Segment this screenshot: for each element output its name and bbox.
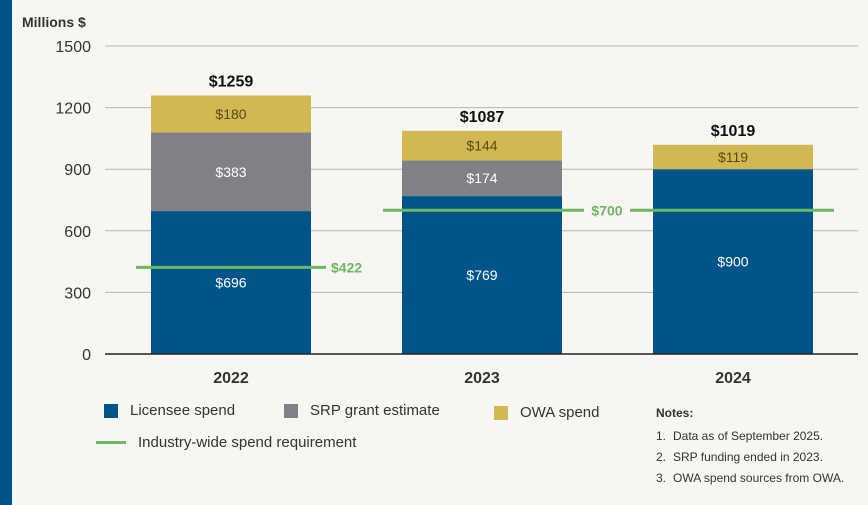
left-accent-bar bbox=[0, 0, 12, 505]
total-label-2023: $1087 bbox=[460, 109, 505, 126]
legend-swatch-requirement bbox=[96, 441, 126, 444]
legend-label-owa: OWA spend bbox=[520, 404, 600, 421]
note-3-number: 3. bbox=[656, 471, 667, 485]
y-tick-label-600: 600 bbox=[64, 224, 91, 241]
note-2: 2. SRP funding ended in 2023. bbox=[656, 450, 844, 464]
x-tick-label-2023: 2023 bbox=[464, 370, 500, 387]
requirement-lines: $422 $700 bbox=[136, 202, 834, 275]
bar-licensee-2022 bbox=[151, 211, 311, 354]
bar-owa-2024 bbox=[653, 144, 813, 170]
legend-label-licensee: Licensee spend bbox=[130, 402, 236, 419]
legend-label-requirement: Industry-wide spend requirement bbox=[138, 434, 357, 451]
note-2-text: SRP funding ended in 2023. bbox=[673, 450, 823, 464]
y-tick-label-1500: 1500 bbox=[55, 39, 91, 56]
data-label-owa-2022: $180 bbox=[215, 106, 246, 122]
bar-owa-2022 bbox=[151, 95, 311, 133]
y-tick-label-0: 0 bbox=[82, 347, 91, 364]
note-2-number: 2. bbox=[656, 450, 667, 464]
x-tick-labels: 2022 2023 2024 bbox=[213, 370, 751, 387]
notes: Notes: 1. Data as of September 2025. 2. SR… bbox=[656, 406, 844, 492]
y-tick-label-1200: 1200 bbox=[55, 101, 91, 118]
requirement-label-2023-2024: $700 bbox=[591, 202, 622, 218]
note-3: 3. OWA spend sources from OWA. bbox=[656, 471, 844, 485]
legend-label-srp: SRP grant estimate bbox=[310, 402, 440, 419]
data-label-licensee-2024: $900 bbox=[717, 254, 748, 270]
notes-title: Notes: bbox=[656, 406, 694, 420]
legend-item-srp: SRP grant estimate bbox=[284, 402, 440, 419]
data-label-srp-2022: $383 bbox=[215, 164, 246, 180]
legend-swatch-licensee bbox=[104, 403, 118, 418]
note-1: 1. Data as of September 2025. bbox=[656, 429, 844, 443]
legend-item-licensee: Licensee spend bbox=[104, 402, 235, 419]
note-1-number: 1. bbox=[656, 429, 667, 443]
data-label-licensee-2022: $696 bbox=[215, 275, 246, 291]
requirement-label-2022: $422 bbox=[331, 259, 362, 275]
bar-srp-2022 bbox=[151, 132, 311, 212]
legend-item-requirement: Industry-wide spend requirement bbox=[96, 434, 356, 451]
bar-licensee-2024 bbox=[653, 169, 813, 354]
y-tick-label-300: 300 bbox=[64, 285, 91, 302]
data-label-owa-2024: $119 bbox=[718, 149, 748, 165]
legend-swatch-srp bbox=[284, 403, 298, 418]
data-label-licensee-2023: $769 bbox=[466, 267, 497, 283]
bar-owa-2023 bbox=[402, 130, 562, 161]
note-3-text: OWA spend sources from OWA. bbox=[673, 471, 845, 485]
bars: $696 $383 $180 $1259 $769 $174 $144 $1087 $900 $1… bbox=[151, 73, 813, 354]
x-tick-label-2024: 2024 bbox=[715, 370, 751, 387]
bar-licensee-2023 bbox=[402, 196, 562, 354]
y-tick-labels: 0 300 600 900 1200 1500 bbox=[55, 39, 91, 364]
data-label-srp-2023: $174 bbox=[466, 170, 497, 186]
total-label-2022: $1259 bbox=[209, 73, 254, 90]
x-tick-label-2022: 2022 bbox=[213, 370, 249, 387]
total-label-2024: $1019 bbox=[711, 123, 756, 140]
y-tick-label-900: 900 bbox=[64, 162, 91, 179]
legend-item-owa: OWA spend bbox=[494, 404, 599, 421]
note-1-text: Data as of September 2025. bbox=[673, 429, 824, 443]
legend-swatch-owa bbox=[494, 405, 508, 420]
bar-srp-2023 bbox=[402, 160, 562, 197]
y-axis-label: Millions $ bbox=[22, 14, 86, 30]
data-label-owa-2023: $144 bbox=[466, 138, 497, 154]
